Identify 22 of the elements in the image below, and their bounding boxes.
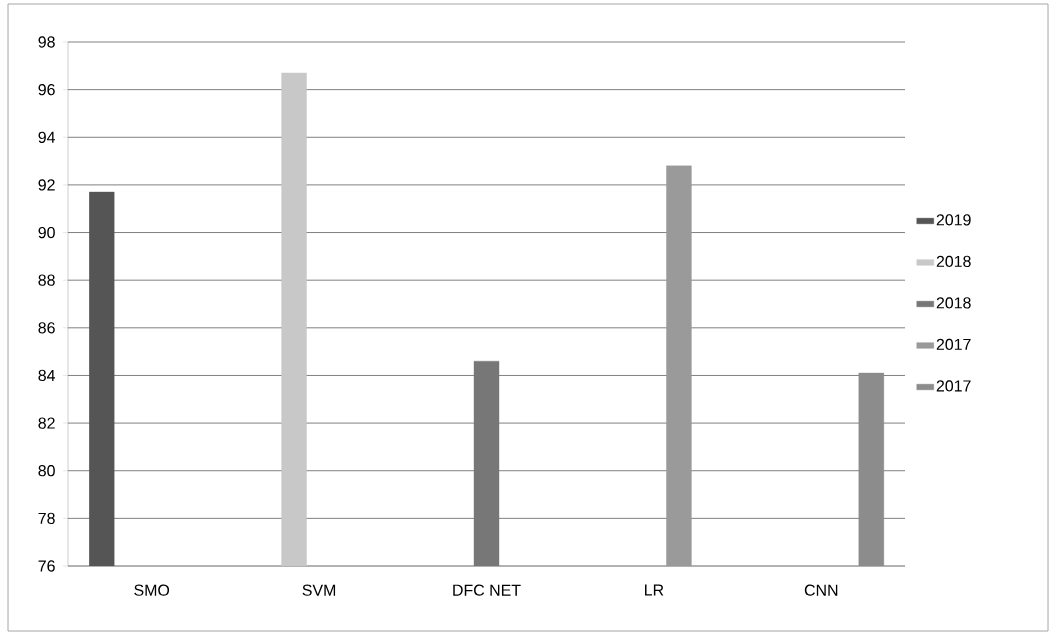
y-tick-label: 88: [38, 274, 55, 286]
x-tick-label: CNN: [804, 584, 838, 596]
y-tick-label: 92: [38, 179, 55, 191]
y-tick-label: 78: [38, 512, 55, 525]
x-tick-label: LR: [645, 584, 664, 596]
y-tick-label: 76: [38, 560, 55, 572]
y-tick-label: 94: [38, 131, 56, 143]
y-tick-label: 80: [38, 465, 55, 477]
y-tick-label: 98: [38, 36, 55, 48]
y-tick-label: 84: [38, 369, 56, 382]
legend-label: 2017: [936, 338, 971, 351]
legend-label: 2018: [936, 255, 971, 268]
x-tick-label: DFC NET: [453, 584, 521, 596]
legend-label: 2019: [936, 214, 971, 226]
y-tick-label: 82: [38, 417, 55, 429]
legend-label: 2018: [936, 297, 971, 309]
x-tick-label: SMO: [134, 584, 170, 596]
y-tick-label: 90: [38, 226, 55, 239]
y-tick-label: 96: [38, 83, 55, 96]
y-tick-label: 86: [38, 322, 55, 334]
x-tick-label: SVM: [302, 584, 336, 596]
legend-label: 2017: [936, 380, 971, 392]
